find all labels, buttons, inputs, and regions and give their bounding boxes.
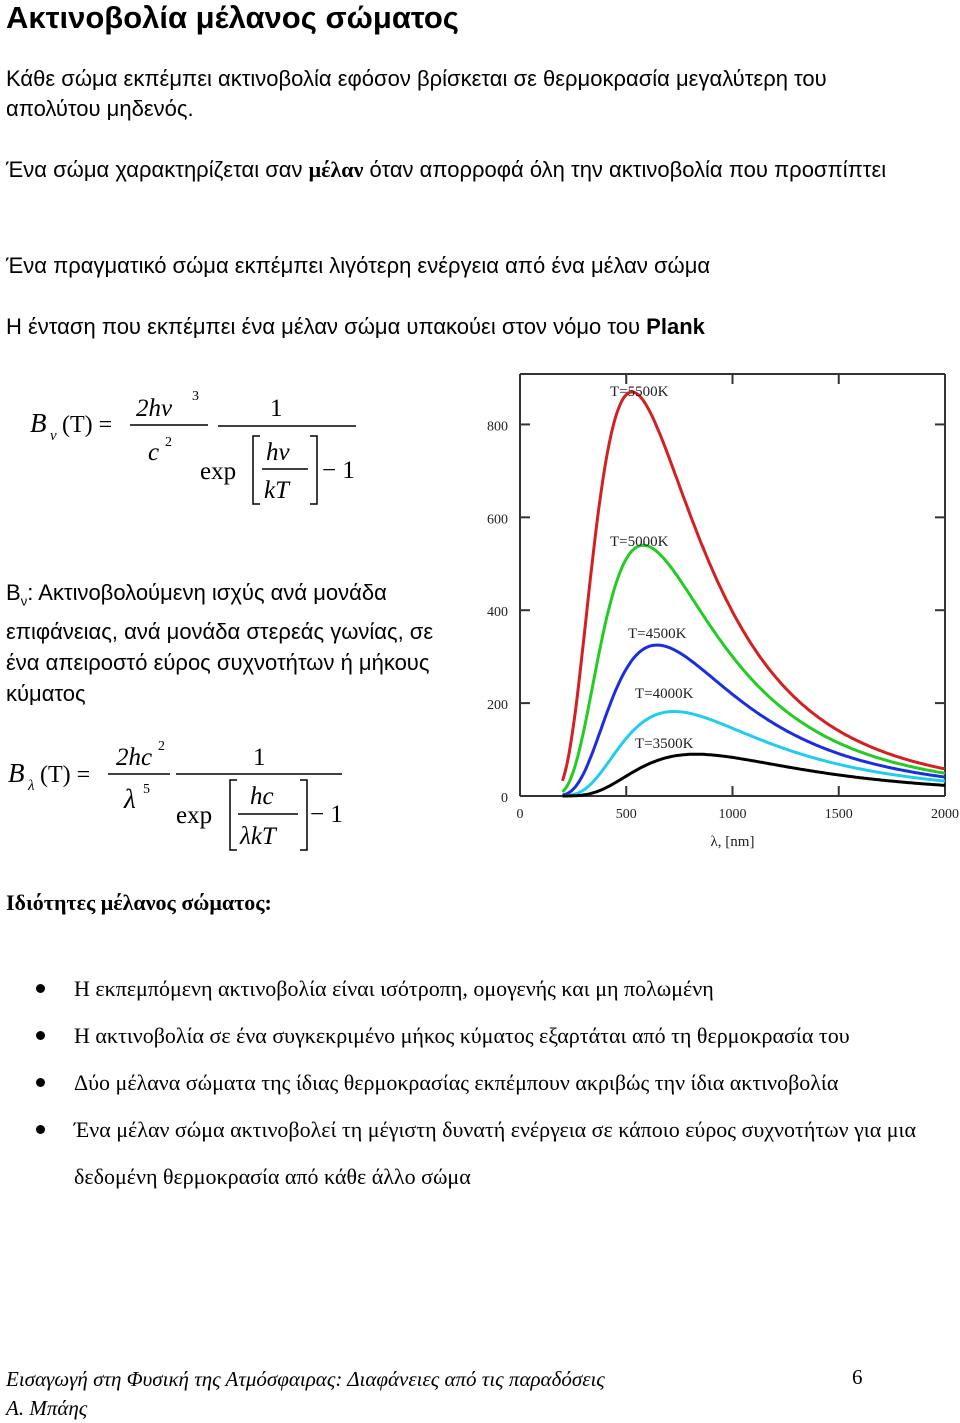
y-tick-label: 600 — [487, 512, 508, 527]
x-tick-label: 1000 — [719, 807, 747, 822]
definition-text: : Ακτινοβολούμενη ισχύς ανά μονάδα επιφά… — [6, 580, 434, 707]
bracket-right — [300, 779, 308, 851]
formula-planck-wavelength: B λ (T) = 2hc 2 λ 5 1 exp hc λkT − 1 — [8, 739, 343, 851]
paragraph-plank-law: Η ένταση που εκπέμπει ένα μέλαν σώμα υπα… — [6, 312, 906, 342]
list-item-text: Δύο μέλανα σώματα της ίδιας θερμοκρασίας… — [74, 1070, 839, 1095]
formula-one: 1 — [270, 395, 283, 422]
list-item: Η εκπεμπόμενη ακτινοβολία είναι ισότροπη… — [36, 965, 936, 1012]
series-label: T=5500K — [610, 384, 669, 400]
definition-symbol: B — [6, 580, 21, 605]
formula-exponent: 5 — [143, 782, 150, 797]
paragraph-real-body: Ένα πραγματικό σώμα εκπέμπει λιγότερη εν… — [6, 253, 711, 278]
list-item: Δύο μέλανα σώματα της ίδιας θερμοκρασίας… — [36, 1059, 936, 1106]
bold-term: Plank — [646, 314, 705, 339]
bold-term: μέλαν — [308, 157, 364, 182]
bullet-icon — [36, 1031, 45, 1040]
definition-b-nu: Bν: Ακτινοβολούμενη ισχύς ανά μονάδα επι… — [6, 577, 466, 709]
formula-minus-one: − 1 — [310, 801, 343, 828]
page-title: Ακτινοβολία μέλανος σώματος — [6, 0, 459, 35]
paragraph-text: Η ένταση που εκπέμπει ένα μέλαν σώμα υπα… — [6, 314, 647, 339]
bracket-left — [229, 779, 237, 851]
footer-course: Εισαγωγή στη Φυσική της Ατμόσφαιρας: Δια… — [6, 1367, 605, 1391]
list-item: Η ακτινοβολία σε ένα συγκεκριμένο μήκος … — [36, 1012, 936, 1059]
formula-inner-numerator: hν — [266, 439, 291, 466]
section-heading: Ιδιότητες μέλανος σώματος: — [6, 890, 272, 915]
blackbody-spectrum-chart: 0 200 400 600 800 0 500 1000 1500 2000 λ, [nm] T=55… — [487, 373, 959, 850]
bracket-right — [310, 435, 318, 505]
x-axis-label: λ, [nm] — [711, 834, 755, 850]
list-item-text: Η ακτινοβολία σε ένα συγκεκριμένο μήκος … — [74, 1023, 850, 1048]
series-line — [561, 543, 946, 793]
formula-subscript: ν — [50, 428, 57, 444]
formula-planck-frequency: B ν (T) = 2hν 3 c 2 1 exp hν kT − 1 — [30, 389, 356, 505]
series-line — [562, 710, 946, 798]
formula-inner-numerator: hc — [250, 783, 274, 810]
x-tick-label: 0 — [517, 807, 524, 822]
formula-exponent: 3 — [192, 389, 199, 404]
y-tick-label: 400 — [487, 605, 508, 620]
formula-inner-denominator: kT — [264, 477, 291, 504]
formula-exp: exp — [200, 458, 236, 485]
x-tick-label: 2000 — [931, 807, 959, 822]
footer-author: Α. Μπάης — [6, 1396, 88, 1420]
properties-list: Η εκπεμπόμενη ακτινοβολία είναι ισότροπη… — [36, 965, 936, 1200]
formula-minus-one: − 1 — [322, 457, 355, 484]
footer: Εισαγωγή στη Φυσική της Ατμόσφαιρας: Δια… — [6, 1365, 605, 1423]
list-item: Ένα μέλαν σώμα ακτινοβολεί τη μέγιστη δυ… — [36, 1106, 936, 1200]
series-label: T=3500K — [635, 736, 694, 752]
page-number: 6 — [852, 1365, 863, 1389]
bracket-left — [252, 435, 260, 505]
paragraph-text: Ένα σώμα χαρακτηρίζεται σαν — [6, 157, 309, 182]
y-tick-label: 800 — [487, 419, 508, 434]
formula-denominator: λ — [123, 784, 136, 814]
paragraph-black-body-definition: Ένα σώμα χαρακτηρίζεται σαν μέλαν όταν α… — [6, 155, 906, 185]
formula-inner-denominator: λkT — [239, 823, 278, 850]
bullet-icon — [36, 1078, 45, 1087]
formula-exponent: 2 — [158, 739, 165, 754]
y-tick-label: 200 — [487, 698, 508, 713]
formula-argument: (T) = — [62, 412, 112, 438]
formula-one: 1 — [253, 744, 266, 771]
list-item-text: Ένα μέλαν σώμα ακτινοβολεί τη μέγιστη δυ… — [74, 1117, 916, 1189]
formula-denominator: c — [148, 439, 159, 466]
series-label: T=5000K — [610, 534, 669, 550]
x-tick-label: 500 — [616, 807, 637, 822]
series-label: T=4000K — [635, 686, 694, 702]
series-line — [562, 752, 946, 798]
formula-argument: (T) = — [40, 762, 90, 788]
bullet-icon — [36, 1125, 45, 1134]
list-item-text: Η εκπεμπόμενη ακτινοβολία είναι ισότροπη… — [74, 976, 714, 1001]
formula-symbol: B — [30, 408, 47, 438]
formula-symbol: B — [8, 758, 25, 788]
formula-numerator: 2hc — [116, 744, 152, 771]
bullet-icon — [36, 984, 45, 993]
formula-exponent: 2 — [165, 435, 172, 450]
x-tick-label: 1500 — [825, 807, 853, 822]
y-tick-label: 0 — [501, 791, 508, 806]
formula-subscript: λ — [27, 778, 35, 794]
paragraph-text: όταν απορροφά όλη την ακτινοβολία που πρ… — [363, 157, 887, 182]
series-line — [561, 390, 946, 782]
definition-subscript: ν — [20, 593, 28, 609]
series-line — [562, 643, 946, 797]
series-label: T=4500K — [628, 626, 687, 642]
paragraph-intro: Κάθε σώμα εκπέμπει ακτινοβολία εφόσον βρ… — [6, 66, 827, 121]
formula-exp: exp — [176, 802, 212, 829]
formula-numerator: 2hν — [136, 395, 173, 422]
